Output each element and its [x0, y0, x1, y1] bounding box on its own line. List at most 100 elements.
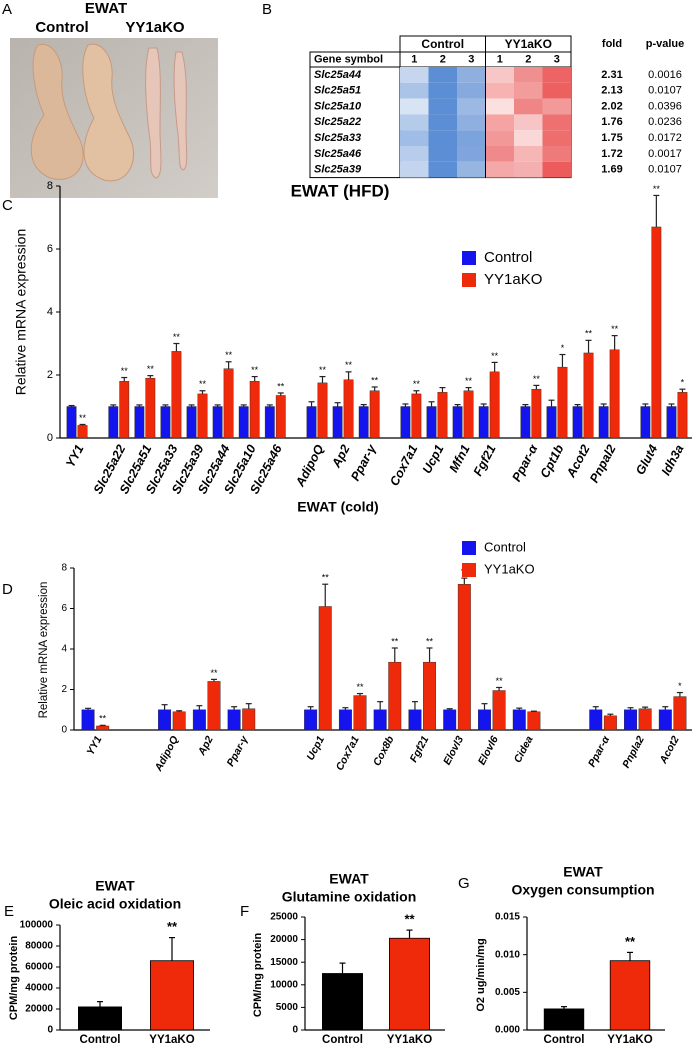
- bar: [77, 425, 88, 439]
- bar: [317, 382, 328, 439]
- bar: [388, 661, 402, 731]
- p-value: 0.0396: [648, 100, 682, 112]
- chart-title: EWAT: [95, 878, 135, 894]
- significance: *: [561, 343, 565, 353]
- bar: [321, 973, 363, 1031]
- significance: **: [322, 573, 330, 583]
- heatmap-cell: [485, 114, 514, 131]
- bar: [369, 390, 380, 439]
- panel-letter: G: [458, 875, 470, 892]
- y-tick-label: 40000: [25, 983, 53, 994]
- heatmap-cell: [428, 82, 457, 99]
- x-tick-label: Elovl6: [476, 734, 501, 767]
- x-tick-label: Cidea: [512, 734, 536, 765]
- panel-letter: C: [2, 197, 13, 214]
- bar: [108, 406, 119, 439]
- y-tick-label: 2: [47, 369, 53, 381]
- heatmap-cell: [457, 130, 486, 146]
- bar: [478, 709, 491, 731]
- heatmap-cell: [457, 82, 486, 99]
- x-tick-label: Ucp1: [304, 734, 327, 762]
- heatmap-cell: [457, 146, 486, 162]
- bar: [338, 709, 352, 731]
- table-header: 1: [411, 53, 417, 65]
- fat-pad: [145, 47, 162, 179]
- legend-label: Control: [484, 539, 526, 554]
- x-tick-label: Pnpla2: [620, 734, 647, 770]
- bar: [264, 406, 275, 439]
- bar: [624, 709, 637, 731]
- photo-title: EWAT: [85, 0, 127, 17]
- y-tick-label: 0: [47, 1025, 53, 1036]
- x-tick-label: Elovl3: [441, 734, 466, 767]
- table-header: 3: [554, 53, 560, 65]
- panel-letter: E: [4, 903, 14, 920]
- bar: [227, 709, 241, 731]
- heatmap-cell: [428, 98, 457, 115]
- x-tick-label: Ap2: [329, 442, 353, 470]
- bar: [408, 709, 422, 731]
- bar: [572, 406, 583, 439]
- significance: **: [356, 682, 364, 692]
- gene-symbol: Slc25a51: [314, 85, 361, 97]
- bar: [423, 661, 437, 731]
- significance: **: [611, 324, 619, 334]
- photo-label: YY1aKO: [125, 19, 185, 36]
- heatmap-cell: [514, 161, 543, 178]
- heatmap-cell: [485, 130, 514, 146]
- heatmap-cell: [400, 130, 429, 146]
- bar: [512, 709, 526, 731]
- heatmap-cell: [400, 82, 429, 99]
- heatmap-cell: [514, 67, 543, 83]
- bar: [677, 392, 688, 439]
- legend-swatch: [462, 273, 476, 287]
- bar: [609, 960, 651, 1031]
- fold-change: 1.76: [601, 116, 622, 128]
- heatmap-cell: [428, 114, 457, 131]
- y-tick-label: 0: [47, 432, 53, 444]
- photo: [10, 38, 218, 198]
- significance: **: [345, 360, 353, 370]
- fat-pad: [173, 51, 188, 171]
- significance: **: [653, 184, 661, 194]
- table-group: Control: [421, 37, 464, 51]
- heatmap-cell: [457, 67, 486, 83]
- y-tick-label: 15000: [270, 957, 298, 968]
- x-tick-label: Ucp1: [420, 442, 447, 476]
- photo-label: Control: [35, 19, 88, 36]
- bar: [603, 715, 617, 731]
- y-axis-label: Relative mRNA expression: [38, 582, 50, 719]
- heatmap-cell: [400, 114, 429, 131]
- significance: **: [371, 375, 379, 385]
- bar: [437, 392, 448, 439]
- bar: [158, 709, 172, 731]
- heatmap-cell: [400, 67, 429, 83]
- heatmap-cell: [400, 98, 429, 115]
- legend-label: Control: [484, 249, 532, 266]
- y-tick-label: 8: [47, 180, 53, 192]
- bar: [443, 709, 457, 731]
- bar: [223, 368, 234, 439]
- heatmap-cell: [514, 114, 543, 131]
- chart: EWAT Oleic acid oxidation CPM/mg protein 0 2…: [8, 878, 210, 1046]
- y-tick-label: 20000: [270, 934, 298, 945]
- y-tick-label: 2: [61, 684, 67, 695]
- gene-symbol: Slc25a22: [314, 116, 361, 128]
- bar: [306, 406, 317, 439]
- y-tick-label: 25000: [270, 912, 298, 923]
- chart-subtitle: Oleic acid oxidation: [49, 896, 181, 912]
- bar: [78, 1006, 123, 1031]
- x-tick-label: Ppar-γ: [348, 441, 379, 483]
- heatmap-cell: [514, 98, 543, 115]
- bar: [388, 937, 430, 1031]
- bar: [531, 388, 542, 439]
- heatmap-cell: [542, 146, 571, 162]
- chart-subtitle: Glutamine oxidation: [282, 889, 417, 905]
- bar: [249, 381, 260, 439]
- y-tick-label: 0.000: [495, 1025, 520, 1036]
- fold-change: 2.02: [601, 100, 622, 112]
- y-axis-label: O2 ug/min/mg: [475, 938, 487, 1011]
- bar: [492, 690, 506, 731]
